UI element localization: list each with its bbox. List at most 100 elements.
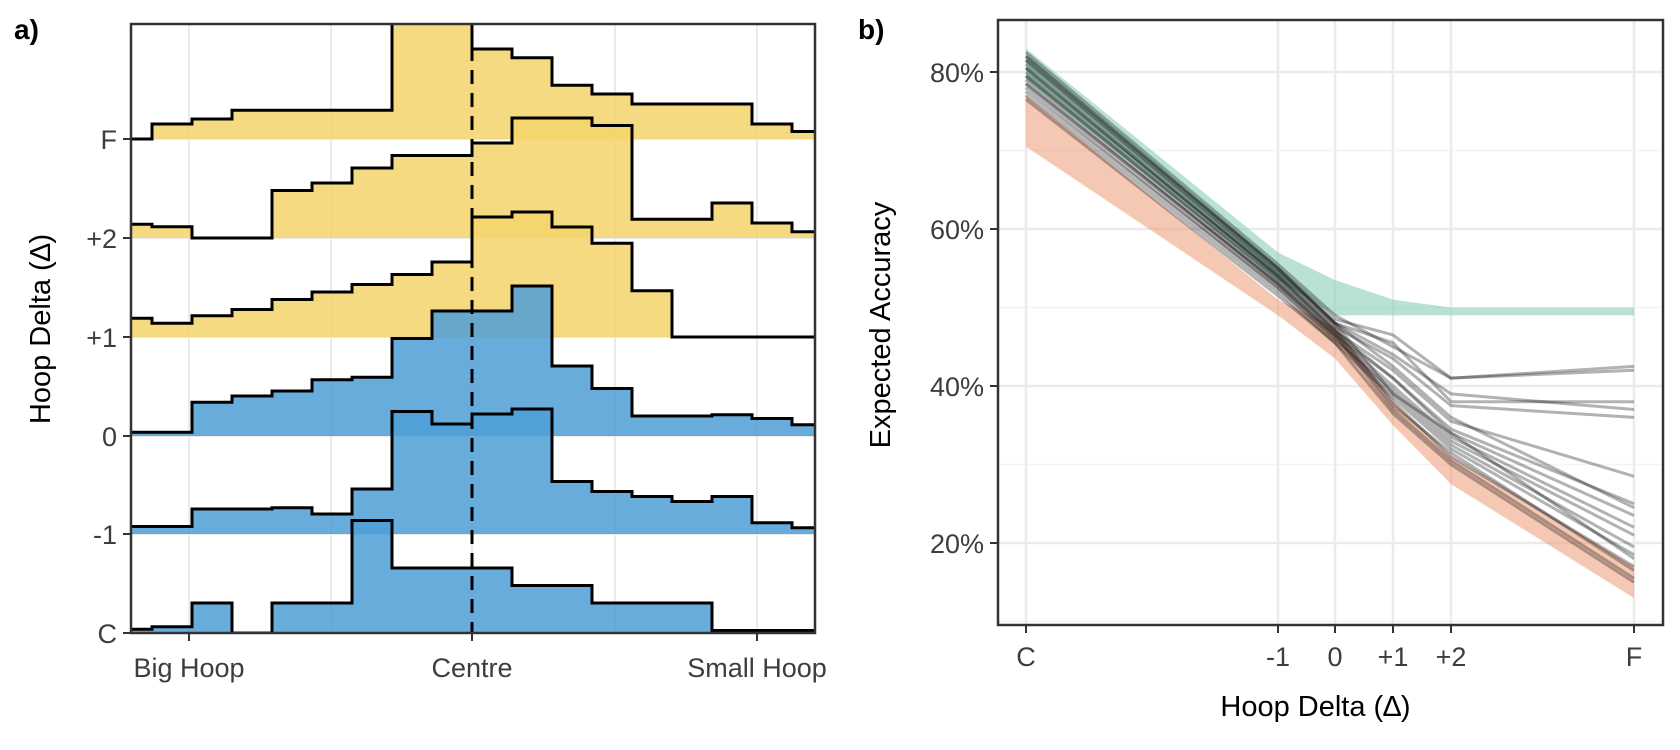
panel-a-xtick-label-2: Small Hoop (687, 653, 827, 683)
panel-a-xtick-label-0: Big Hoop (133, 653, 244, 683)
ridge-bar-0-4 (232, 396, 272, 436)
ridge-bar-+2-8 (312, 183, 352, 238)
panel-b-ytick-label-3: 80% (930, 58, 984, 88)
ridge-bar-C-6 (272, 603, 312, 633)
ridge-bar--1-4 (272, 507, 312, 534)
ridge-bar--1-9 (472, 414, 512, 534)
ridge-bar-C-10 (432, 568, 472, 633)
ridge-bar-+2-18 (712, 203, 752, 238)
ridge-bar--1-17 (792, 527, 815, 534)
ridge-bar-+1-4 (152, 323, 192, 337)
ridge-row-F (32, 24, 815, 141)
ridge-bar-F-5 (152, 124, 192, 139)
ridge-bar-F-19 (712, 104, 752, 139)
panel-b-xlabel: Hoop Delta (∆) (1220, 691, 1410, 723)
model-line-10 (1025, 90, 1635, 549)
ridge-bar--1-8 (432, 424, 472, 534)
ridge-bar-F-18 (672, 104, 712, 139)
panel-a-ytick-label-4: +2 (86, 224, 117, 254)
panel-a-ytick-label-3: +1 (86, 323, 117, 353)
model-line-3 (1025, 62, 1635, 412)
ridge-bar-0-16 (712, 414, 752, 436)
panel-b-border (996, 18, 1665, 627)
ridge-bar-C-8 (352, 520, 392, 633)
ridge-bar-F-11 (392, 24, 432, 139)
ridge-bar-F-9 (312, 110, 352, 139)
ridge-bar-C-11 (472, 568, 512, 633)
ridge-bar-C-7 (312, 603, 352, 633)
ridge-bar-0-5 (272, 391, 312, 436)
confidence-band-1 (1026, 95, 1634, 598)
panel-b-xtick-label-4: +2 (1436, 642, 1467, 672)
ridge-bar-0-18 (792, 424, 815, 436)
ridge-bar-+2-9 (352, 168, 392, 238)
model-line-8 (1025, 82, 1635, 529)
ridge-bar-+2-16 (632, 219, 672, 238)
ridge-bar-F-12 (432, 24, 472, 139)
ridge-outline-C (131, 519, 815, 633)
model-lines (1025, 51, 1635, 584)
ridge-bar-F-17 (632, 104, 672, 139)
ridge-bar-F-7 (232, 110, 272, 139)
ridge-bar-+2-17 (672, 219, 712, 238)
ridge-bar-C-15 (632, 603, 672, 633)
ridge-bar-C-4 (192, 603, 232, 633)
ridge-outline-F (131, 24, 815, 141)
ridge-bar--1-13 (632, 496, 672, 534)
panel-a-ytick-label-1: -1 (93, 520, 117, 550)
model-line-11 (1025, 94, 1635, 557)
ridge-row--1 (131, 407, 815, 534)
ridge-bar-+2-11 (432, 155, 472, 238)
ridge-bar-F-13 (472, 49, 512, 139)
ridge-bar-F-8 (272, 110, 312, 139)
model-line-0 (1025, 51, 1635, 380)
ridge-bar-+2-3 (131, 224, 152, 238)
ridge-bar-+2-19 (752, 223, 792, 238)
ridge-outline-+1 (131, 210, 815, 339)
ridge-bar-C-2 (131, 629, 152, 633)
ridge-bar-+2-4 (152, 226, 192, 238)
ridge-bar--1-12 (592, 491, 632, 534)
model-line-16 (1025, 59, 1635, 560)
ridge-bar--1-3 (192, 509, 272, 534)
ridge-outline--1 (131, 407, 815, 530)
ridge-bar-F-2 (32, 130, 72, 139)
panel-a-ytick-label-5: F (101, 125, 118, 155)
ridge-bar--1-7 (392, 411, 432, 534)
ridge-bar-0-6 (312, 379, 352, 436)
ridge-bar-C-14 (592, 603, 632, 633)
panel-b-accuracy-chart: 20% 40% 60% 80% C -1 0 +1 +2 F Hoop Delta (∆) Expec… (858, 14, 1665, 723)
ridge-bar-+1-3 (131, 318, 152, 337)
ridge-bar-0-13 (592, 388, 632, 436)
panel-b-xtick-label-1: -1 (1266, 642, 1290, 672)
model-line-17 (1025, 55, 1635, 510)
ridge-bar-F-21 (792, 131, 815, 139)
panel-a-ytick-label-0: C (98, 619, 118, 649)
ridge-bar-+1-6 (232, 309, 272, 337)
ridge-bar-+1-16 (632, 290, 672, 337)
ridge-bar--1-5 (312, 514, 352, 534)
ridge-outline-0 (131, 284, 815, 434)
ridge-bar-0-1 (32, 434, 112, 437)
ridge-bar--1-14 (672, 501, 712, 534)
ridge-bar-C-12 (512, 585, 552, 633)
ridge-bar-+1-7 (272, 299, 312, 337)
ridge-bar-C-13 (552, 585, 592, 633)
panel-b-xtick-label-5: F (1626, 642, 1643, 672)
ridge-bar-+2-10 (392, 155, 432, 238)
ridge-bar-0-17 (752, 418, 792, 436)
ridge-bar-+1-8 (312, 292, 352, 337)
model-line-1 (1025, 55, 1635, 380)
ridge-row-0 (32, 284, 815, 437)
panel-a-tag: a) (14, 14, 39, 45)
panel-b-xtick-label-2: 0 (1327, 642, 1342, 672)
ridge-bar-C-3 (152, 626, 192, 633)
ridge-bar-C-1 (0, 632, 72, 633)
model-line-4 (1025, 66, 1635, 419)
ridge-bar-+1-14 (552, 227, 592, 337)
model-line-5 (1025, 70, 1635, 478)
ridge-bar-+1-9 (352, 284, 392, 337)
panel-a-plot (0, 24, 815, 633)
ridge-bar--1-11 (552, 481, 592, 534)
model-line-15 (1025, 98, 1635, 584)
